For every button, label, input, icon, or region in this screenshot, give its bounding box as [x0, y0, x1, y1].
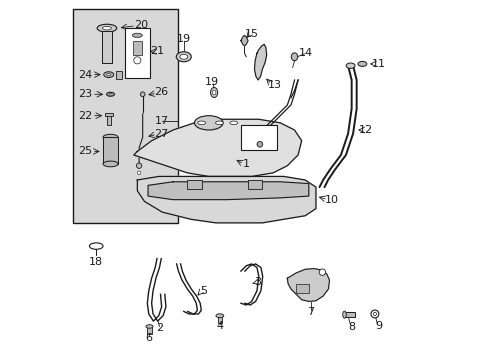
Ellipse shape [180, 54, 187, 59]
Text: 21: 21 [150, 46, 163, 57]
Text: 18: 18 [89, 257, 103, 267]
Polygon shape [241, 35, 247, 46]
Text: 17: 17 [155, 116, 169, 126]
Polygon shape [137, 176, 315, 223]
Bar [241, 125, 276, 150]
Ellipse shape [212, 90, 216, 95]
Text: 1: 1 [242, 159, 249, 169]
Bar [73, 9, 178, 223]
Ellipse shape [97, 24, 117, 32]
Ellipse shape [103, 72, 114, 77]
Text: 23: 23 [78, 89, 92, 99]
Ellipse shape [210, 87, 217, 98]
Text: 27: 27 [154, 129, 168, 139]
Ellipse shape [194, 116, 223, 130]
Ellipse shape [215, 121, 223, 125]
Text: 26: 26 [154, 87, 168, 98]
Polygon shape [254, 44, 266, 80]
Polygon shape [287, 269, 329, 301]
Ellipse shape [176, 52, 191, 62]
Ellipse shape [102, 26, 111, 30]
Ellipse shape [291, 53, 297, 61]
Polygon shape [148, 182, 308, 200]
Ellipse shape [229, 121, 237, 125]
Ellipse shape [103, 134, 118, 140]
Bar [344, 312, 354, 317]
Ellipse shape [145, 325, 153, 328]
Ellipse shape [89, 243, 103, 249]
Text: 8: 8 [347, 322, 354, 332]
Polygon shape [134, 119, 301, 176]
Bar [217, 314, 222, 323]
Bar [296, 284, 308, 293]
Bar [147, 325, 152, 334]
Text: 16: 16 [259, 125, 272, 135]
Text: 9: 9 [375, 321, 382, 332]
Text: 6: 6 [145, 333, 152, 343]
Text: 25: 25 [78, 147, 92, 157]
Text: 14: 14 [298, 48, 312, 58]
Ellipse shape [342, 311, 346, 318]
Text: 3: 3 [254, 277, 261, 287]
Bar [247, 180, 262, 189]
Text: 19: 19 [176, 34, 190, 44]
Ellipse shape [346, 63, 354, 68]
Bar [133, 41, 142, 55]
Ellipse shape [357, 62, 366, 66]
Bar [187, 180, 201, 189]
Ellipse shape [106, 73, 111, 76]
Bar [104, 113, 112, 116]
Ellipse shape [140, 92, 145, 96]
Text: 10: 10 [325, 195, 338, 204]
Text: 5: 5 [200, 286, 206, 296]
Bar [103, 137, 118, 164]
Ellipse shape [137, 171, 141, 175]
Text: 2: 2 [156, 323, 163, 333]
Text: 7: 7 [306, 307, 313, 317]
Text: 12: 12 [358, 125, 372, 135]
Text: 15: 15 [244, 28, 258, 39]
Text: 13: 13 [267, 80, 281, 90]
Bar [102, 31, 112, 63]
Ellipse shape [106, 92, 114, 96]
Text: 20: 20 [134, 19, 148, 30]
Text: 4: 4 [216, 321, 223, 332]
Bar [124, 28, 149, 78]
Ellipse shape [319, 269, 325, 275]
Ellipse shape [103, 161, 118, 167]
Text: 22: 22 [78, 111, 92, 121]
Ellipse shape [372, 312, 376, 316]
Bar [116, 71, 122, 79]
Ellipse shape [370, 310, 378, 318]
Ellipse shape [136, 163, 142, 168]
Ellipse shape [197, 121, 205, 125]
Ellipse shape [108, 93, 112, 95]
Text: 11: 11 [371, 59, 385, 69]
Ellipse shape [132, 33, 142, 37]
Ellipse shape [216, 314, 224, 318]
Ellipse shape [134, 57, 141, 64]
Text: 24: 24 [78, 69, 92, 80]
Text: 19: 19 [205, 77, 219, 87]
Ellipse shape [257, 141, 262, 147]
Bar [107, 114, 110, 125]
